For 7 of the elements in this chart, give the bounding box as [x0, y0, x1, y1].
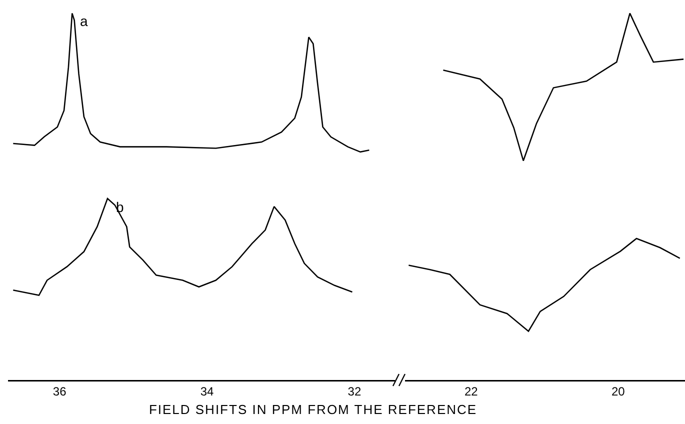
x-tick-label: 22: [464, 384, 478, 399]
x-axis-title: FIELD SHIFTS IN PPM FROM THE REFERENCE: [148, 402, 478, 417]
x-tick-label: 34: [200, 384, 214, 399]
x-tick-label: 20: [611, 384, 626, 399]
x-tick-label: 36: [52, 384, 67, 399]
x-tick-label: 32: [348, 384, 362, 399]
series-label: a: [80, 13, 88, 29]
